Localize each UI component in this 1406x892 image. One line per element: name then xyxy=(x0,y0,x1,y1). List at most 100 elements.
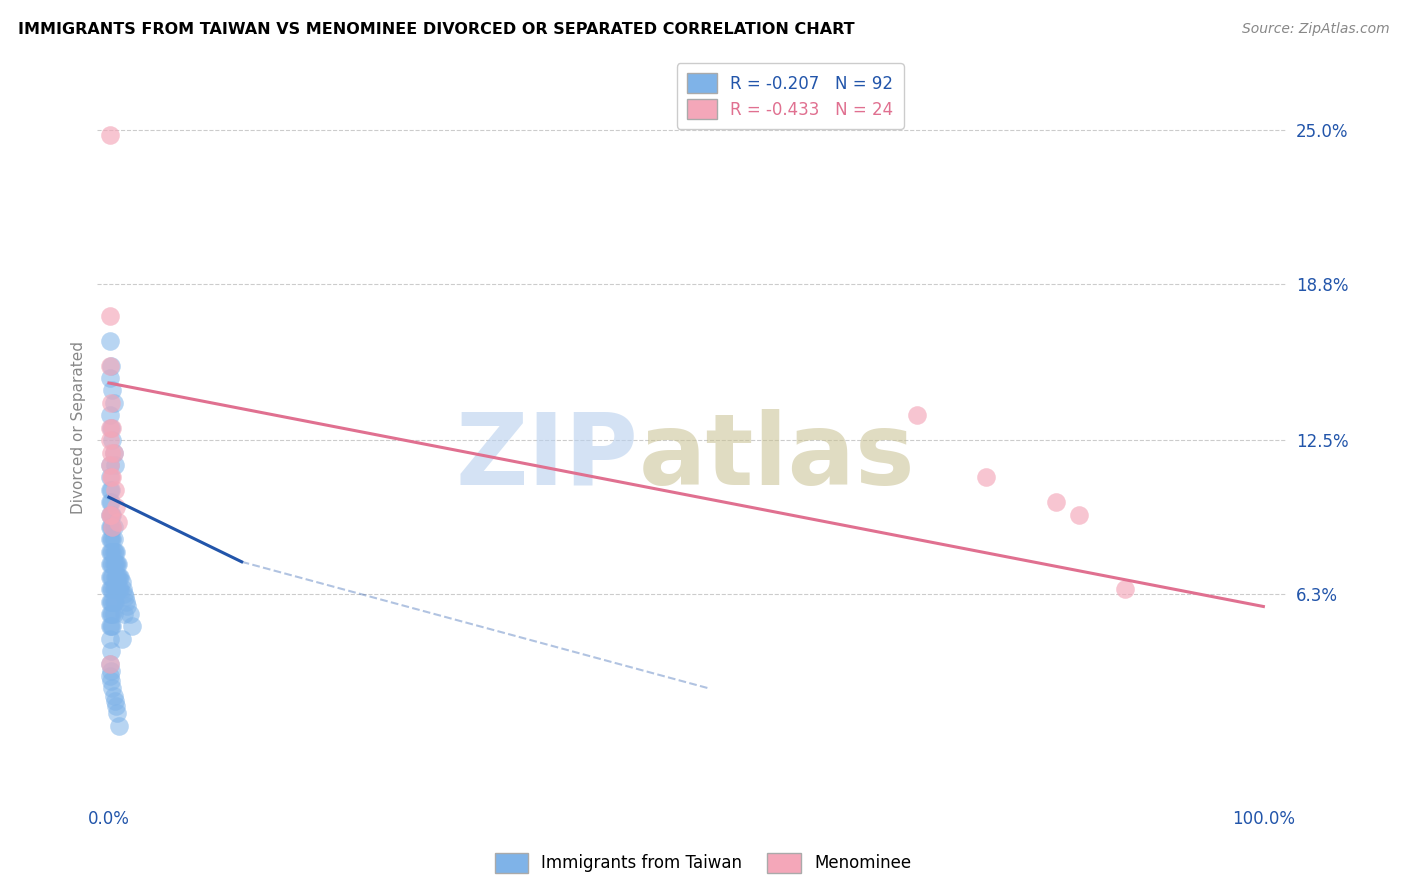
Point xyxy=(100,508,122,522)
Point xyxy=(103,607,125,621)
Point xyxy=(110,574,132,589)
Point xyxy=(115,594,138,608)
Point xyxy=(103,545,125,559)
Point xyxy=(105,558,128,572)
Point xyxy=(101,681,124,696)
Point xyxy=(101,582,124,596)
Point xyxy=(98,533,121,547)
Point xyxy=(104,558,127,572)
Point xyxy=(98,470,121,484)
Text: IMMIGRANTS FROM TAIWAN VS MENOMINEE DIVORCED OR SEPARATED CORRELATION CHART: IMMIGRANTS FROM TAIWAN VS MENOMINEE DIVO… xyxy=(18,22,855,37)
Point xyxy=(98,657,121,671)
Point xyxy=(100,545,122,559)
Point xyxy=(101,533,124,547)
Point xyxy=(104,545,127,559)
Point xyxy=(100,495,122,509)
Point xyxy=(108,582,131,596)
Point xyxy=(103,445,125,459)
Point xyxy=(98,433,121,447)
Point xyxy=(101,508,124,522)
Point xyxy=(104,570,127,584)
Point xyxy=(101,433,124,447)
Point xyxy=(104,570,127,584)
Point xyxy=(1045,495,1067,509)
Point xyxy=(98,334,121,348)
Point xyxy=(104,545,127,559)
Point xyxy=(98,508,121,522)
Point xyxy=(100,508,122,522)
Point xyxy=(98,669,121,683)
Point xyxy=(104,483,127,497)
Point xyxy=(104,582,127,596)
Point xyxy=(101,594,124,608)
Point xyxy=(100,570,122,584)
Point xyxy=(101,558,124,572)
Point xyxy=(103,445,125,459)
Point xyxy=(1067,508,1090,522)
Point xyxy=(104,558,127,572)
Point xyxy=(100,619,122,633)
Point xyxy=(100,607,122,621)
Point xyxy=(98,520,121,534)
Point xyxy=(98,409,121,423)
Point xyxy=(98,570,121,584)
Point xyxy=(100,558,122,572)
Point xyxy=(98,619,121,633)
Point xyxy=(103,558,125,572)
Point xyxy=(98,632,121,646)
Point xyxy=(905,409,928,423)
Point xyxy=(112,587,135,601)
Point xyxy=(103,396,125,410)
Point xyxy=(101,619,124,633)
Point xyxy=(121,619,143,633)
Point xyxy=(100,644,122,658)
Point xyxy=(117,599,139,614)
Point xyxy=(112,607,135,621)
Point xyxy=(98,420,121,434)
Point xyxy=(98,582,121,596)
Point xyxy=(100,445,122,459)
Point xyxy=(100,594,122,608)
Point xyxy=(107,570,129,584)
Point xyxy=(974,470,997,484)
Point xyxy=(100,520,122,534)
Point xyxy=(98,545,121,559)
Y-axis label: Divorced or Separated: Divorced or Separated xyxy=(72,341,86,514)
Point xyxy=(101,520,124,534)
Point xyxy=(108,719,131,733)
Text: ZIP: ZIP xyxy=(456,409,638,506)
Point xyxy=(100,582,122,596)
Point xyxy=(118,607,141,621)
Point xyxy=(100,483,122,497)
Point xyxy=(110,582,132,596)
Point xyxy=(103,689,125,703)
Point xyxy=(98,607,121,621)
Point xyxy=(98,495,121,509)
Legend: Immigrants from Taiwan, Menominee: Immigrants from Taiwan, Menominee xyxy=(488,847,918,880)
Point xyxy=(105,582,128,596)
Point xyxy=(100,533,122,547)
Point xyxy=(101,470,124,484)
Point xyxy=(108,570,131,584)
Point xyxy=(110,570,132,584)
Point xyxy=(98,371,121,385)
Text: atlas: atlas xyxy=(638,409,915,506)
Point xyxy=(100,470,122,484)
Point xyxy=(98,483,121,497)
Point xyxy=(98,594,121,608)
Point xyxy=(111,582,134,596)
Point xyxy=(98,128,121,142)
Point xyxy=(104,500,127,515)
Point xyxy=(100,420,122,434)
Point xyxy=(98,558,121,572)
Point xyxy=(101,420,124,434)
Point xyxy=(105,706,128,721)
Point xyxy=(101,520,124,534)
Point xyxy=(100,664,122,678)
Point xyxy=(103,520,125,534)
Point xyxy=(100,673,122,688)
Point xyxy=(103,594,125,608)
Point xyxy=(104,458,127,472)
Legend: R = -0.207   N = 92, R = -0.433   N = 24: R = -0.207 N = 92, R = -0.433 N = 24 xyxy=(678,63,904,128)
Point xyxy=(104,698,127,713)
